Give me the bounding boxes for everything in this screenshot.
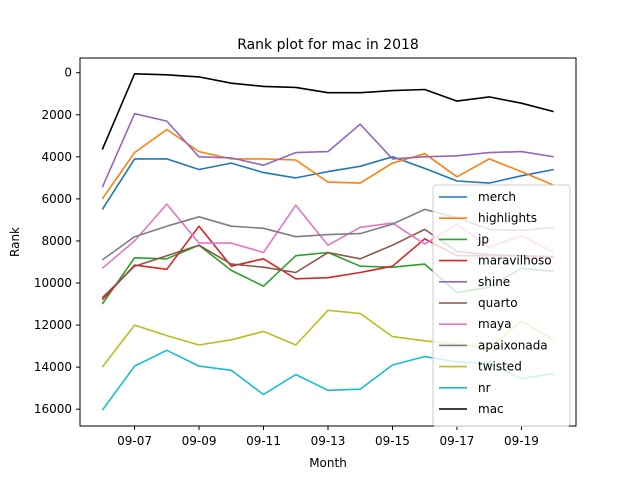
legend-label-maya: maya <box>478 317 512 331</box>
y-tick-label: 12000 <box>34 318 72 332</box>
y-axis-label: Rank <box>8 227 22 257</box>
legend: merch highlights jp maravilhoso shine quarto m… <box>432 184 571 427</box>
legend-box <box>432 184 571 427</box>
x-tick-label: 09-09 <box>182 434 217 448</box>
legend-label-mac: mac <box>478 402 504 416</box>
chart-title: Rank plot for mac in 2018 <box>237 37 419 53</box>
y-axis: 0 2000 4000 6000 8000 10000 12000 14000 16000 <box>34 66 80 416</box>
y-tick-label: 10000 <box>34 276 72 290</box>
x-tick-label: 09-07 <box>117 434 152 448</box>
x-tick-label: 09-15 <box>375 434 410 448</box>
legend-label-nr: nr <box>478 381 491 395</box>
y-tick-label: 8000 <box>41 234 72 248</box>
series-line-highlights <box>101 128 555 200</box>
series-line-shine <box>101 112 554 188</box>
legend-label-maravilhoso: maravilhoso <box>478 254 552 268</box>
y-tick-label: 0 <box>64 66 72 80</box>
x-axis: 09-07 09-09 09-11 09-13 09-15 09-17 09-19 <box>117 426 539 448</box>
x-axis-label: Month <box>309 456 347 470</box>
legend-label-highlights: highlights <box>478 211 537 225</box>
series-line-mac <box>101 73 554 150</box>
legend-label-merch: merch <box>478 190 516 204</box>
y-tick-label: 2000 <box>41 108 72 122</box>
legend-label-jp: jp <box>477 232 489 246</box>
y-tick-label: 4000 <box>41 150 72 164</box>
x-tick-label: 09-11 <box>246 434 281 448</box>
series-line-merch <box>101 156 554 210</box>
x-tick-label: 09-19 <box>504 434 539 448</box>
plot-frame <box>79 57 577 427</box>
x-tick-label: 09-13 <box>311 434 346 448</box>
legend-label-shine: shine <box>478 275 510 289</box>
legend-label-apaixonada: apaixonada <box>478 338 548 352</box>
x-tick-label: 09-17 <box>440 434 475 448</box>
y-tick-label: 16000 <box>34 402 72 416</box>
y-tick-label: 6000 <box>41 192 72 206</box>
legend-label-quarto: quarto <box>478 296 518 310</box>
y-tick-label: 14000 <box>34 360 72 374</box>
legend-label-twisted: twisted <box>478 360 522 374</box>
